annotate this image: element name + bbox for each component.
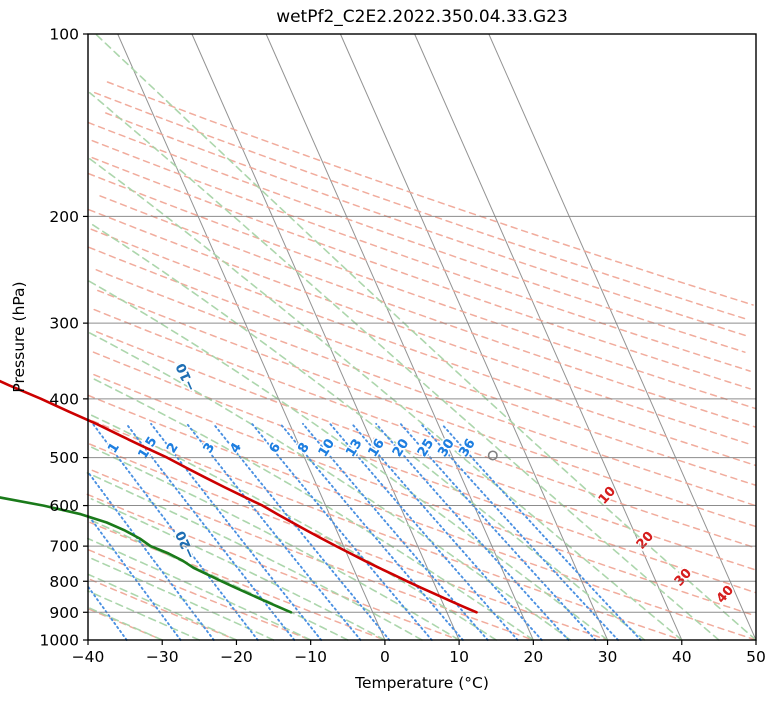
- temperature-curve: [0, 379, 478, 614]
- y-tick-label: 100: [49, 26, 79, 44]
- plot-markers: [487, 450, 498, 461]
- x-axis-label: Temperature (°C): [354, 674, 489, 692]
- y-tick-label: 1000: [40, 632, 79, 650]
- x-tick-label: −10: [294, 648, 327, 666]
- y-tick-label: 700: [49, 538, 79, 556]
- x-tick-label: −40: [72, 648, 105, 666]
- y-tick-label: 400: [49, 390, 79, 408]
- axis-ticks: −40 −30 −20 −10 0 10 20 30 40 50 100 200 300 400 500 60…: [40, 26, 766, 667]
- x-tick-label: 10: [449, 648, 469, 666]
- y-tick-label: 500: [49, 449, 79, 467]
- x-tick-label: 50: [746, 648, 766, 666]
- x-tick-label: −20: [220, 648, 253, 666]
- y-tick-label: 200: [49, 208, 79, 226]
- x-tick-label: 40: [672, 648, 692, 666]
- lcl-marker: [487, 450, 498, 461]
- page-title: wetPf2_C2E2.2022.350.04.33.G23: [276, 7, 568, 27]
- background-gridlines: [86, 33, 757, 641]
- y-tick-label: 800: [49, 573, 79, 591]
- y-tick-label: 900: [49, 604, 79, 622]
- axes-frame: [87, 33, 757, 641]
- x-tick-label: −30: [146, 648, 179, 666]
- y-tick-label: 600: [49, 497, 79, 515]
- y-tick-label: 300: [49, 315, 79, 333]
- dewpoint-curve: [0, 496, 293, 614]
- x-tick-label: 30: [598, 648, 618, 666]
- sounding-curves: [0, 379, 478, 614]
- x-tick-label: 20: [523, 648, 543, 666]
- x-tick-label: 0: [380, 648, 390, 666]
- y-axis-label: Pressure (hPa): [10, 281, 28, 392]
